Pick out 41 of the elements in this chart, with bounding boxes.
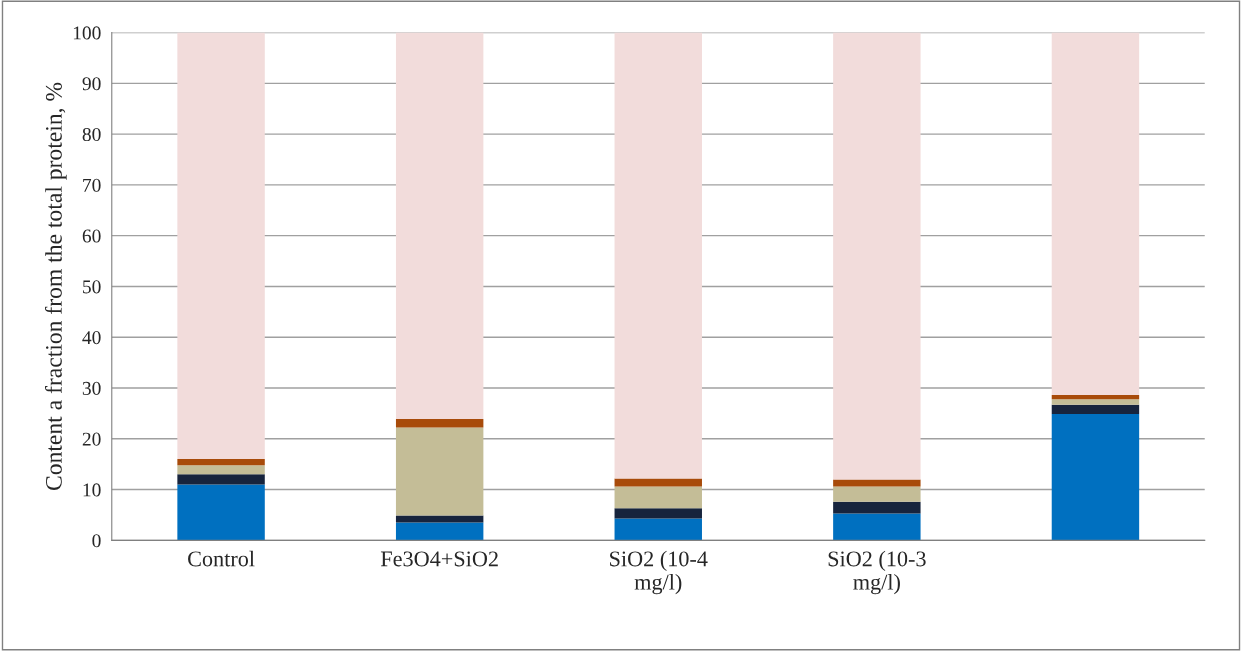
x-tick-label: SiO2 (10-4 mg/l) [610,550,708,595]
bar [833,32,921,480]
y-tick-label: 90 [82,77,101,91]
bar [395,418,484,428]
y-axis-title: Content a fraction from the total protein, % [44,82,67,491]
bar [177,474,265,485]
bar [395,32,484,419]
y-tick-label: 50 [83,280,101,294]
bar [177,459,265,466]
y-tick-label: 80 [82,127,101,142]
bar [395,427,484,516]
bar [614,32,702,479]
y-tick-label: 100 [73,26,101,40]
bar [614,478,702,487]
bar [1051,413,1140,541]
bar [1051,404,1140,414]
x-tick-label: SiO2 (10-3 mg/l) [828,550,926,595]
bar [1051,395,1140,400]
bar [1051,399,1140,405]
bar [833,486,921,502]
bar [614,518,702,541]
bar [614,486,702,509]
x-tick-label: Control [188,550,255,567]
bar [833,513,921,541]
bar [177,465,265,475]
bar [395,522,484,541]
bar [1051,32,1140,396]
y-tick-label: 60 [82,229,101,243]
bar [833,479,921,487]
y-tick-label: 40 [82,331,101,345]
bar [177,32,265,460]
bar [177,484,265,541]
y-tick-label: 20 [82,432,101,446]
y-tick-label: 30 [82,381,101,395]
y-tick-label: 70 [83,178,101,192]
y-tick-label: 0 [92,534,101,548]
bar [833,501,921,514]
bar [614,508,702,519]
x-tick-label: Fe3O4+SiO2 [380,551,498,567]
y-tick-label: 10 [83,483,101,497]
bar [395,515,484,523]
